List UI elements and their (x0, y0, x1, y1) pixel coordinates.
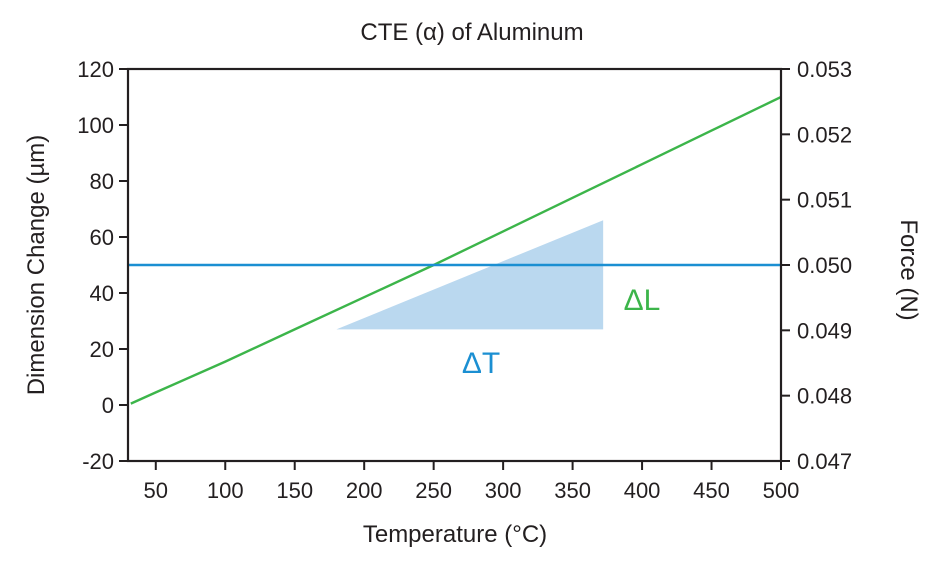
y-axis-label: Dimension Change (µm) (23, 135, 50, 396)
delta-l-label: ΔL (624, 284, 661, 317)
x-tick-label: 150 (276, 478, 313, 503)
y-tick-label: 0 (102, 393, 114, 418)
y-axis-ticks: -20 0 20 40 60 80 100 120 (77, 57, 128, 474)
delta-t-label: ΔT (462, 347, 500, 380)
x-tick-label: 100 (207, 478, 244, 503)
x-tick-label: 250 (415, 478, 452, 503)
x-tick-label: 500 (763, 478, 800, 503)
y-tick-label: -20 (82, 449, 114, 474)
delta-shaded-region (336, 220, 604, 330)
y2-tick-label: 0.053 (797, 57, 852, 82)
x-tick-label: 450 (693, 478, 730, 503)
x-tick-label: 350 (554, 478, 591, 503)
y2-tick-label: 0.049 (797, 318, 852, 343)
y-tick-label: 100 (77, 113, 114, 138)
y2-tick-label: 0.048 (797, 384, 852, 409)
y-tick-label: 60 (90, 225, 114, 250)
plot-lines (128, 95, 782, 405)
y2-tick-label: 0.047 (797, 449, 852, 474)
x-axis-label: Temperature (°C) (363, 521, 547, 548)
y-tick-label: 120 (77, 57, 114, 82)
y-tick-label: 20 (90, 337, 114, 362)
series-dimension-change (130, 95, 782, 405)
x-tick-label: 400 (624, 478, 661, 503)
x-tick-label: 300 (485, 478, 522, 503)
x-tick-label: 50 (144, 478, 168, 503)
y2-tick-label: 0.050 (797, 253, 852, 278)
y2-tick-label: 0.051 (797, 188, 852, 213)
x-tick-label: 200 (346, 478, 383, 503)
shaded-region-group (336, 220, 604, 330)
y2-axis-ticks: 0.047 0.048 0.049 0.050 0.051 0.052 0.053 (781, 57, 852, 474)
y2-axis-label: Force (N) (895, 219, 922, 320)
y-tick-label: 80 (90, 169, 114, 194)
chart-title: CTE (α) of Aluminum (360, 19, 583, 46)
y2-tick-label: 0.052 (797, 122, 852, 147)
x-axis-ticks: 50 100 150 200 250 300 350 400 450 500 (144, 461, 800, 503)
y-tick-label: 40 (90, 281, 114, 306)
